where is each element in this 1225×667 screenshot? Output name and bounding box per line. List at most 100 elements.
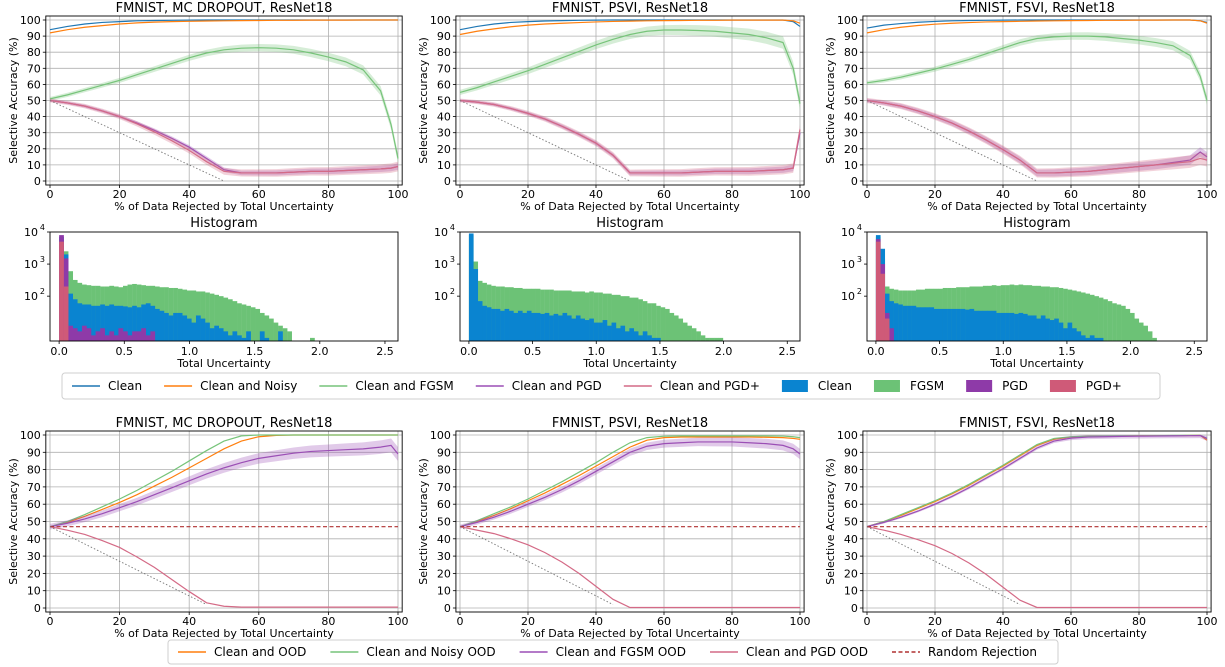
legend-bottom: Clean and OOD Clean and Noisy OOD Clean an… bbox=[167, 639, 1059, 665]
y-tick-label: 0 bbox=[444, 175, 451, 188]
x-tick-label: 20 bbox=[928, 188, 942, 201]
hist-bar bbox=[593, 322, 599, 341]
chart-title: FMNIST, PSVI, ResNet18 bbox=[552, 1, 708, 16]
chart-title: Histogram bbox=[596, 216, 663, 231]
y-tick-label: 80 bbox=[437, 464, 451, 477]
hist-bar bbox=[218, 296, 224, 341]
y-tick-label: 10 bbox=[437, 585, 451, 598]
y-tick-label: 70 bbox=[844, 62, 858, 75]
hist-bar bbox=[682, 322, 688, 341]
y-axis-label: Selective Accuracy (%) bbox=[824, 37, 837, 164]
hist-bar bbox=[86, 328, 92, 341]
hist-bar bbox=[956, 308, 961, 341]
y-tick-label: 50 bbox=[27, 516, 41, 529]
hist-bar bbox=[589, 318, 594, 341]
hist-bar bbox=[278, 331, 283, 341]
series-line bbox=[49, 444, 399, 528]
x-tick-label: 100 bbox=[1197, 615, 1218, 628]
y-tick-label: 60 bbox=[27, 498, 41, 511]
hist-bar bbox=[544, 312, 550, 341]
hist-bar bbox=[1134, 318, 1140, 341]
y-tick-label: 80 bbox=[27, 464, 41, 477]
hist-bar bbox=[473, 269, 479, 341]
x-tick-label: 0 bbox=[47, 615, 54, 628]
hist-bar bbox=[942, 308, 948, 341]
y-tick-label: 10 bbox=[844, 585, 858, 598]
hist-bar bbox=[195, 315, 201, 341]
axes-frame bbox=[866, 231, 1208, 342]
x-tick-label: 80 bbox=[321, 615, 335, 628]
hist-bar bbox=[500, 310, 505, 341]
series-line bbox=[866, 35, 1208, 101]
y-tick-label: 40 bbox=[27, 111, 41, 124]
x-tick-label: 1.5 bbox=[651, 345, 669, 358]
hist-bar bbox=[109, 304, 115, 341]
y-tick-label: 40 bbox=[844, 111, 858, 124]
axes-frame bbox=[862, 15, 1212, 186]
hist-bar bbox=[880, 273, 886, 341]
hist-bar bbox=[642, 331, 648, 341]
y-tick-label: 30 bbox=[437, 127, 451, 140]
hist-bar bbox=[615, 328, 621, 341]
hist-bar bbox=[81, 325, 87, 341]
x-tick-label: 100 bbox=[790, 615, 811, 628]
hist-bar bbox=[1067, 289, 1073, 341]
y-tick-label: 30 bbox=[27, 550, 41, 563]
hist-bar bbox=[164, 312, 169, 341]
series-line bbox=[866, 99, 1208, 174]
hist-bar bbox=[173, 312, 178, 341]
hist-bar bbox=[127, 335, 133, 341]
legend-entry: Clean and PGD OOD bbox=[710, 645, 868, 659]
hist-bar bbox=[1000, 312, 1006, 341]
hist-bar bbox=[522, 312, 528, 341]
hist-bar bbox=[145, 303, 151, 341]
hist-bar bbox=[259, 312, 265, 341]
hist-bar bbox=[214, 294, 219, 341]
hist-bar bbox=[1072, 290, 1077, 341]
legend-entry: Clean and OOD bbox=[178, 645, 306, 659]
y-tick-label: 10 bbox=[27, 585, 41, 598]
hist-bar bbox=[237, 303, 242, 341]
hist-bar bbox=[938, 308, 943, 341]
y-tick-label: 0 bbox=[851, 175, 858, 188]
y-tick-label: 100 bbox=[430, 14, 451, 27]
hist-bar bbox=[1143, 325, 1148, 341]
series-line bbox=[49, 100, 225, 182]
x-tick-label: 20 bbox=[521, 188, 535, 201]
hist-bar bbox=[549, 315, 554, 341]
series-line bbox=[459, 19, 801, 36]
hist-bar bbox=[1112, 303, 1117, 341]
hist-bar bbox=[264, 315, 270, 341]
y-tick-label: 10 bbox=[841, 226, 855, 239]
hist-bar bbox=[63, 286, 69, 341]
hist-bar bbox=[611, 322, 617, 341]
x-tick-label: 80 bbox=[725, 188, 739, 201]
y-tick-label: 90 bbox=[437, 446, 451, 459]
y-tick-label: 80 bbox=[437, 46, 451, 59]
y-tick-exponent: 4 bbox=[40, 223, 45, 232]
hist-bar bbox=[1076, 331, 1082, 341]
y-tick-label: 60 bbox=[437, 498, 451, 511]
hist-bar bbox=[580, 318, 585, 341]
hist-bar bbox=[72, 328, 78, 341]
y-tick-exponent: 2 bbox=[450, 287, 455, 296]
hist-bar bbox=[960, 308, 966, 341]
hist-bar bbox=[607, 325, 612, 341]
x-tick-label: 0.5 bbox=[116, 345, 134, 358]
hist-bar bbox=[615, 294, 621, 341]
x-tick-label: 20 bbox=[928, 615, 942, 628]
x-tick-label: 1.5 bbox=[1058, 345, 1076, 358]
hist-bar bbox=[182, 289, 188, 341]
hist-bar bbox=[100, 328, 105, 341]
hist-bar bbox=[477, 301, 483, 341]
series-band bbox=[460, 98, 800, 177]
hist-bar bbox=[933, 308, 939, 341]
hist-bar bbox=[898, 304, 903, 341]
hist-bar bbox=[1089, 294, 1095, 341]
hist-bar bbox=[893, 303, 899, 341]
y-tick-label: 70 bbox=[437, 62, 451, 75]
hist-bar bbox=[191, 290, 197, 341]
x-axis-label: Total Uncertainty bbox=[989, 357, 1084, 370]
axes-frame bbox=[455, 430, 805, 613]
